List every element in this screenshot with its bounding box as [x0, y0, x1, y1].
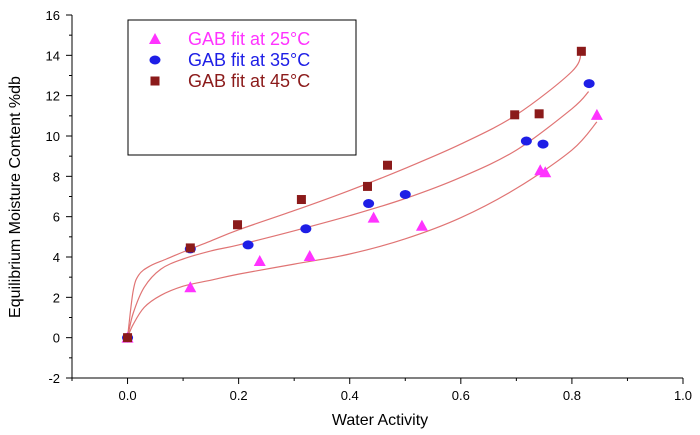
marker-square: [534, 109, 544, 119]
y-tick-label: 12: [46, 89, 60, 104]
marker-circle: [583, 79, 595, 89]
x-axis-title: Water Activity: [332, 412, 428, 429]
x-tick-label: 0.0: [119, 388, 137, 403]
fit-curve-2: [126, 91, 590, 338]
marker-circle: [537, 139, 549, 149]
marker-circle: [363, 199, 375, 209]
y-tick-label: 4: [53, 250, 60, 265]
marker-triangle: [303, 249, 316, 261]
marker-circle: [520, 136, 532, 146]
marker-triangle: [253, 255, 266, 267]
y-tick-label: 0: [53, 331, 60, 346]
x-tick-label: 0.2: [230, 388, 248, 403]
x-ticks: 0.0 0.2 0.4 0.6 0.8 1.0: [71, 378, 692, 403]
marker-circle: [399, 189, 411, 199]
marker-square: [510, 110, 520, 120]
marker-square: [296, 195, 306, 205]
y-tick-label: 14: [46, 48, 60, 63]
x-tick-label: 0.6: [452, 388, 470, 403]
y-tick-label: 16: [46, 8, 60, 23]
legend-label-1: GAB fit at 25°C: [188, 29, 310, 49]
marker-circle: [300, 224, 312, 234]
x-tick-label: 0.8: [563, 388, 581, 403]
y-tick-label: -2: [48, 371, 60, 386]
y-tick-label: 6: [53, 210, 60, 225]
marker-square: [185, 243, 195, 253]
marker-square: [123, 333, 133, 343]
fit-curve-1: [126, 121, 598, 338]
y-tick-label: 8: [53, 169, 60, 184]
marker-triangle: [367, 211, 380, 223]
legend-label-3: GAB fit at 45°C: [188, 71, 310, 91]
data-markers: [121, 46, 603, 343]
marker-square: [382, 160, 392, 170]
marker-triangle: [590, 108, 603, 120]
y-ticks: -2 0 2 4 6 8 10 12 14 16: [46, 8, 72, 386]
y-tick-label: 10: [46, 129, 60, 144]
x-tick-label: 0.4: [341, 388, 359, 403]
legend-marker-circle: [149, 55, 161, 65]
marker-triangle: [415, 219, 428, 231]
fit-curves: [126, 51, 598, 338]
fit-curve-3: [126, 51, 582, 338]
legend-label-2: GAB fit at 35°C: [188, 50, 310, 70]
marker-square: [576, 46, 586, 56]
marker-triangle: [539, 166, 552, 178]
legend-marker-triangle: [149, 33, 161, 44]
marker-square: [363, 181, 373, 191]
marker-triangle: [184, 281, 197, 293]
marker-circle: [242, 240, 254, 250]
y-tick-label: 2: [53, 290, 60, 305]
marker-square: [233, 220, 243, 230]
legend-marker-square: [150, 76, 160, 86]
legend-box: [127, 19, 357, 156]
y-axis-title: Equilibrium Moisture Content %db: [7, 76, 24, 318]
x-tick-label: 1.0: [674, 388, 692, 403]
